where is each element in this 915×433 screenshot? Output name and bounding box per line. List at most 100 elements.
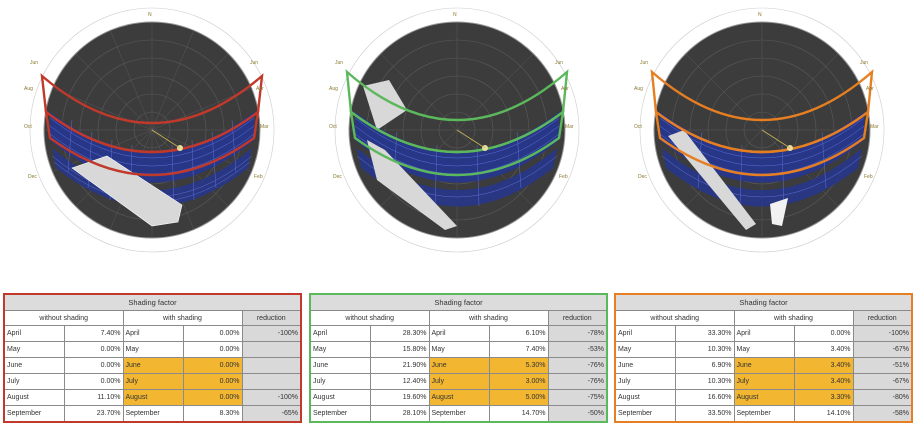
svg-text:Aug: Aug <box>24 86 33 92</box>
table-row: April 28.30% April 6.10% -78% <box>309 325 608 342</box>
table-row: May 10.30% May 3.40% -67% <box>614 341 913 358</box>
table-row: May 0.00% May 0.00% <box>3 341 302 358</box>
cell-with-shading: 14.10% <box>793 405 854 423</box>
cell-without-shading: 16.60% <box>674 389 735 406</box>
cell-month: July <box>3 373 65 390</box>
cell-month-shaded: September <box>733 405 795 423</box>
cell-month-shaded: September <box>428 405 490 423</box>
cell-reduction: -53% <box>547 341 608 358</box>
cell-month: May <box>3 341 65 358</box>
cell-month: September <box>309 405 371 423</box>
sunpath-diagram-3: N Jun Jun Aug Apr Oct Mar Dec Feb <box>612 0 912 260</box>
cell-with-shading: 5.30% <box>488 357 549 374</box>
svg-text:Mar: Mar <box>565 124 574 130</box>
cell-without-shading: 28.10% <box>369 405 430 423</box>
cell-reduction: -50% <box>547 405 608 423</box>
cell-month-shaded: April <box>122 325 184 342</box>
table-body: April 33.30% April 0.00% -100% May 10.30% May 3.… <box>614 325 913 423</box>
cell-month: July <box>614 373 676 390</box>
table-row: April 33.30% April 0.00% -100% <box>614 325 913 342</box>
cell-month: August <box>614 389 676 406</box>
cell-with-shading: 0.00% <box>182 373 243 390</box>
table-row: September 23.70% September 8.30% -65% <box>3 405 302 423</box>
table-row: July 10.30% July 3.40% -67% <box>614 373 913 390</box>
cell-without-shading: 12.40% <box>369 373 430 390</box>
table-body: April 7.40% April 0.00% -100% May 0.00% May 0.00… <box>3 325 302 423</box>
svg-text:Jun: Jun <box>640 60 648 66</box>
col-without-shading: without shading <box>309 310 430 326</box>
table-row: June 0.00% June 0.00% <box>3 357 302 374</box>
svg-text:N: N <box>758 12 762 18</box>
cell-month-shaded: August <box>122 389 184 406</box>
cell-with-shading: 7.40% <box>488 341 549 358</box>
cell-reduction: -58% <box>852 405 913 423</box>
sunpath-diagram-svg-1: N Jun Jun Aug Apr Oct Mar Dec Feb <box>24 7 275 253</box>
cell-month: April <box>614 325 676 342</box>
cell-month-shaded: July <box>428 373 490 390</box>
cell-without-shading: 0.00% <box>63 373 124 390</box>
cell-with-shading: 3.40% <box>793 357 854 374</box>
cell-reduction: -67% <box>852 341 913 358</box>
table-title: Shading factor <box>3 293 302 311</box>
cell-without-shading: 0.00% <box>63 357 124 374</box>
cell-reduction: -100% <box>852 325 913 342</box>
col-with-shading: with shading <box>733 310 854 326</box>
cell-month-shaded: May <box>428 341 490 358</box>
cell-with-shading: 0.00% <box>182 357 243 374</box>
svg-text:Jun: Jun <box>30 60 38 66</box>
shading-table-2: Shading factor without shading with shad… <box>309 293 608 423</box>
cell-month: April <box>309 325 371 342</box>
cell-without-shading: 0.00% <box>63 341 124 358</box>
cell-with-shading: 3.00% <box>488 373 549 390</box>
shading-table-3: Shading factor without shading with shad… <box>614 293 913 423</box>
table-row: August 19.60% August 5.00% -75% <box>309 389 608 406</box>
cell-month-shaded: June <box>122 357 184 374</box>
sunpath-diagram-1: N Jun Jun Aug Apr Oct Mar Dec Feb <box>2 0 302 260</box>
cell-with-shading: 14.70% <box>488 405 549 423</box>
cell-without-shading: 28.30% <box>369 325 430 342</box>
cell-with-shading: 0.00% <box>793 325 854 342</box>
sunpath-diagram-svg-2: N Jun Jun Aug Apr Oct Mar Dec Feb <box>329 7 580 253</box>
cell-without-shading: 33.30% <box>674 325 735 342</box>
table-body: April 28.30% April 6.10% -78% May 15.80% May 7.4… <box>309 325 608 423</box>
svg-text:Aug: Aug <box>329 86 338 92</box>
svg-text:Jun: Jun <box>335 60 343 66</box>
svg-text:Dec: Dec <box>638 174 647 180</box>
svg-text:Dec: Dec <box>333 174 342 180</box>
table-row: June 6.90% June 3.40% -51% <box>614 357 913 374</box>
table-row: August 11.10% August 0.00% -100% <box>3 389 302 406</box>
cell-with-shading: 3.40% <box>793 373 854 390</box>
cell-month: August <box>3 389 65 406</box>
svg-text:Mar: Mar <box>260 124 269 130</box>
svg-text:Oct: Oct <box>634 124 642 130</box>
cell-month-shaded: May <box>733 341 795 358</box>
table-row: August 16.60% August 3.30% -80% <box>614 389 913 406</box>
cell-month: June <box>309 357 371 374</box>
cell-month-shaded: August <box>733 389 795 406</box>
svg-text:Oct: Oct <box>24 124 32 130</box>
cell-without-shading: 33.50% <box>674 405 735 423</box>
svg-text:Aug: Aug <box>634 86 643 92</box>
sunpath-diagram-2: N Jun Jun Aug Apr Oct Mar Dec Feb <box>307 0 607 260</box>
cell-with-shading: 5.00% <box>488 389 549 406</box>
cell-without-shading: 15.80% <box>369 341 430 358</box>
cell-month: July <box>309 373 371 390</box>
cell-reduction: -65% <box>241 405 302 423</box>
svg-text:Mar: Mar <box>870 124 879 130</box>
cell-month: August <box>309 389 371 406</box>
col-with-shading: with shading <box>428 310 549 326</box>
col-without-shading: without shading <box>614 310 735 326</box>
cell-month: June <box>3 357 65 374</box>
cell-reduction: -51% <box>852 357 913 374</box>
cell-month: April <box>3 325 65 342</box>
cell-month-shaded: June <box>733 357 795 374</box>
table-title: Shading factor <box>309 293 608 311</box>
cell-month-shaded: April <box>428 325 490 342</box>
cell-without-shading: 21.90% <box>369 357 430 374</box>
cell-reduction <box>241 357 302 374</box>
cell-with-shading: 8.30% <box>182 405 243 423</box>
table-row: June 21.90% June 5.30% -76% <box>309 357 608 374</box>
cell-reduction: -76% <box>547 357 608 374</box>
cell-with-shading: 6.10% <box>488 325 549 342</box>
cell-month-shaded: May <box>122 341 184 358</box>
